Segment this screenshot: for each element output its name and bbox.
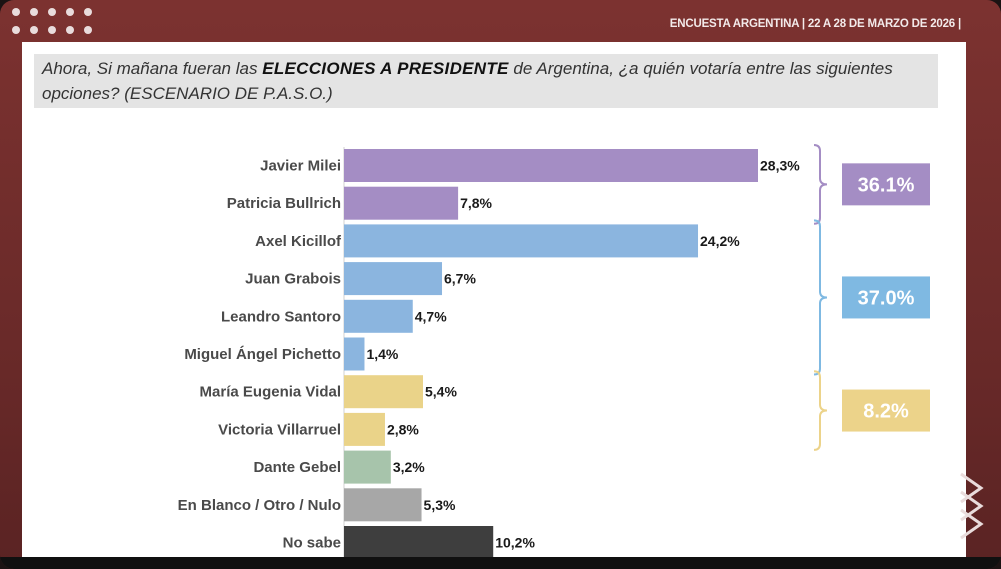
group-bracket [813, 144, 828, 225]
content-panel: Ahora, Si mañana fueran las ELECCIONES A… [22, 42, 966, 557]
group-bracket [813, 370, 828, 451]
category-label: Patricia Bullrich [227, 195, 341, 212]
value-label: 28,3% [760, 158, 800, 174]
decor-dot [12, 26, 20, 34]
bar [344, 375, 423, 409]
group-badge-label: 8.2% [863, 401, 909, 423]
chevron-decoration-icon [960, 472, 984, 540]
group-badge [842, 276, 930, 319]
value-label: 7,8% [460, 195, 492, 211]
group-bracket [813, 219, 828, 376]
bar [344, 526, 494, 557]
bar [344, 337, 365, 371]
decor-dot [84, 26, 92, 34]
bottom-bar [0, 557, 1001, 569]
category-label: Miguel Ángel Pichetto [184, 346, 341, 363]
question-prefix: Ahora, Si mañana fueran las [42, 59, 263, 78]
bar [344, 186, 459, 220]
question-bold: ELECCIONES A PRESIDENTE [262, 59, 509, 78]
value-label: 3,2% [393, 459, 425, 475]
category-label: Victoria Villarruel [218, 421, 341, 438]
decor-dot [48, 8, 56, 16]
value-label: 5,3% [424, 497, 456, 513]
value-label: 1,4% [366, 346, 398, 362]
bar [344, 149, 758, 182]
question-box: Ahora, Si mañana fueran las ELECCIONES A… [34, 54, 938, 108]
category-label: En Blanco / Otro / Nulo [178, 497, 341, 514]
category-label: No sabe [283, 535, 341, 552]
value-label: 5,4% [425, 384, 457, 400]
bar [344, 299, 413, 333]
decor-dot [48, 26, 56, 34]
decor-dot [66, 26, 74, 34]
decor-dot [30, 8, 38, 16]
group-badge [842, 389, 930, 432]
category-label: Axel Kicillof [255, 233, 342, 250]
bar [344, 412, 385, 446]
category-label: Javier Milei [260, 158, 341, 175]
decor-dot [84, 8, 92, 16]
survey-source: ENCUESTA ARGENTINA | 22 A 28 DE MARZO DE… [669, 18, 961, 30]
bar [344, 450, 391, 484]
bar [344, 262, 443, 296]
value-label: 2,8% [387, 421, 419, 437]
decor-dot [30, 26, 38, 34]
question-suffix: de Argentina, ¿a quién votaría entre las… [42, 59, 893, 103]
decor-dot [66, 8, 74, 16]
group-badge [842, 163, 930, 206]
value-label: 6,7% [444, 271, 476, 287]
category-label: María Eugenia Vidal [200, 384, 341, 401]
group-badge-label: 36.1% [858, 174, 915, 196]
bar [344, 488, 422, 522]
bar [344, 224, 699, 258]
value-label: 24,2% [700, 233, 740, 249]
group-badge-label: 37.0% [858, 287, 915, 309]
decor-dot [12, 8, 20, 16]
category-label: Leandro Santoro [221, 308, 341, 325]
category-label: Juan Grabois [245, 271, 341, 288]
value-label: 4,7% [415, 308, 447, 324]
bar-chart: Javier Milei 28,3% Patricia Bullrich 7,8% Ax… [178, 144, 930, 557]
category-label: Dante Gebel [253, 459, 341, 476]
value-label: 10,2% [495, 535, 535, 551]
